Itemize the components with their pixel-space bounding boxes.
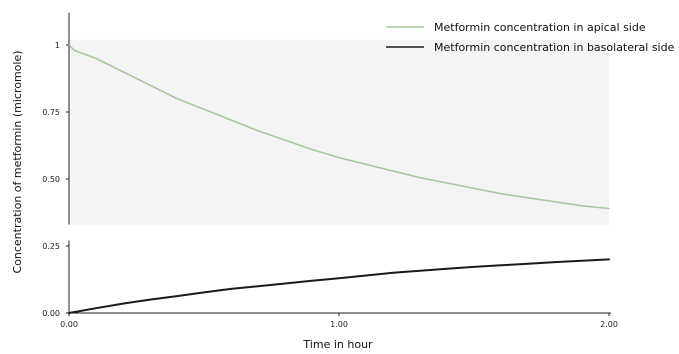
plot-band: [69, 39, 609, 225]
y-axis-title: Concentration of metformin (micromole): [11, 50, 24, 273]
series-line-basolateral: [68, 258, 610, 314]
x-axis-title: Time in hour: [302, 338, 373, 351]
y-tick-label: 0.25: [42, 242, 60, 251]
x-tick-label: 2.00: [600, 320, 618, 329]
y-tick-label: 0.75: [42, 108, 60, 117]
series-line-apical: [68, 44, 610, 210]
legend-label-apical: Metformin concentration in apical side: [434, 21, 646, 34]
x-tick-label: 1.00: [330, 320, 348, 329]
tick-layer: 0.00 0.25 0.50 0.75 1 0.00 1.00 2.00: [42, 41, 618, 329]
axes: [68, 12, 611, 314]
plot-background-upper: [69, 39, 609, 225]
series-layer: [68, 44, 610, 314]
legend-label-basolateral: Metformin concentration in basolateral s…: [434, 41, 675, 54]
y-tick-label: 0.00: [42, 309, 60, 318]
x-tick-label: 0.00: [60, 320, 78, 329]
y-tick-label: 1: [55, 41, 60, 50]
legend: Metformin concentration in apical side M…: [386, 21, 675, 54]
y-tick-label: 0.50: [42, 175, 60, 184]
